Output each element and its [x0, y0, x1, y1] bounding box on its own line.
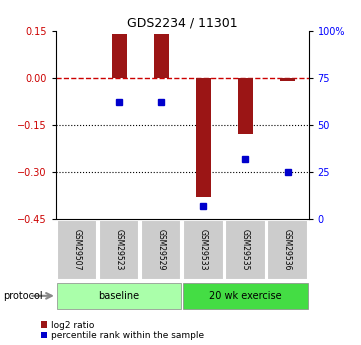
Bar: [268, 220, 308, 280]
Text: GSM29533: GSM29533: [199, 229, 208, 271]
Text: 20 wk exercise: 20 wk exercise: [209, 291, 282, 301]
Title: GDS2234 / 11301: GDS2234 / 11301: [127, 17, 238, 30]
Text: baseline: baseline: [99, 291, 140, 301]
Text: GSM29535: GSM29535: [241, 229, 250, 271]
Text: GSM29523: GSM29523: [115, 229, 123, 271]
Bar: [154, 34, 169, 78]
Bar: [99, 220, 139, 280]
Bar: [57, 220, 97, 280]
Bar: [183, 220, 223, 280]
Bar: [183, 283, 308, 309]
Bar: [141, 220, 182, 280]
Text: GSM29529: GSM29529: [157, 229, 166, 271]
Text: GSM29507: GSM29507: [73, 229, 82, 271]
Bar: [238, 78, 253, 135]
Text: GSM29536: GSM29536: [283, 229, 292, 271]
Text: protocol: protocol: [4, 291, 43, 301]
Bar: [57, 283, 182, 309]
Bar: [196, 78, 211, 197]
Bar: [112, 34, 126, 78]
Bar: [225, 220, 266, 280]
Bar: [280, 78, 295, 81]
Legend: log2 ratio, percentile rank within the sample: log2 ratio, percentile rank within the s…: [41, 321, 204, 341]
